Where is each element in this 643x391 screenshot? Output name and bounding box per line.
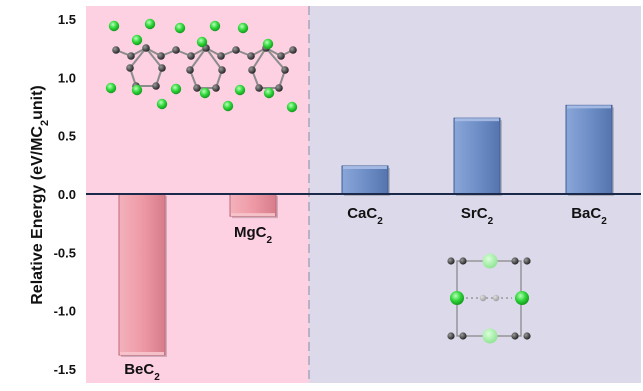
y-tick-label: -0.5 xyxy=(54,245,76,260)
carbon-atom xyxy=(275,84,283,92)
y-axis-ticks: 1.5 1.0 0.5 0.0 -0.5 -1.0 -1.5 xyxy=(54,12,76,377)
carbon-atom xyxy=(459,332,467,340)
carbon-atom xyxy=(112,46,120,54)
carbon-atom xyxy=(186,66,194,74)
y-axis-label: Relative Energy (eV/MC2unit) xyxy=(29,85,51,305)
carbon-atom xyxy=(523,257,531,265)
carbon-atom xyxy=(152,82,160,90)
carbon-atom xyxy=(187,52,195,60)
carbon-atom xyxy=(289,46,297,54)
chlorine-atom xyxy=(199,87,211,99)
carbon-atom xyxy=(218,66,226,74)
carbon-atom xyxy=(193,84,201,92)
carbon-atom xyxy=(447,332,455,340)
carbon-atom xyxy=(157,52,165,60)
y-tick-label: 1.0 xyxy=(58,70,76,85)
bar xyxy=(118,193,167,358)
category-label: SrC2 xyxy=(461,205,494,227)
category-label: BeC2 xyxy=(124,361,160,383)
carbon-atom xyxy=(247,52,255,60)
chlorine-atom xyxy=(105,82,117,94)
carbon-atom xyxy=(277,52,285,60)
category-labels: BeC2 MgC2 CaC2 SrC2 BaC2 xyxy=(124,205,607,383)
chlorine-atom xyxy=(196,36,208,48)
chlorine-atom xyxy=(174,22,186,34)
bar xyxy=(341,165,390,196)
chlorine-atom xyxy=(170,83,182,95)
carbon-atom xyxy=(459,257,467,265)
y-tick-label: 1.5 xyxy=(58,12,76,27)
carbon-atom xyxy=(255,84,263,92)
category-label: MgC2 xyxy=(234,224,273,246)
metal-atom xyxy=(482,253,498,269)
y-tick-label: -1.5 xyxy=(54,362,76,377)
chlorine-atom xyxy=(156,98,168,110)
chlorine-atom xyxy=(108,20,120,32)
carbon-atom xyxy=(232,46,240,54)
y-tick-label: 0.0 xyxy=(58,187,76,202)
carbon-atom xyxy=(523,332,531,340)
chlorine-atom xyxy=(209,20,221,32)
chlorine-atom xyxy=(263,87,275,99)
carbon-atom xyxy=(447,257,455,265)
metal-atom xyxy=(515,291,529,305)
carbon-atom xyxy=(142,44,150,52)
chlorine-atom xyxy=(144,18,156,30)
chlorine-atom xyxy=(262,38,274,50)
bar xyxy=(453,117,502,196)
carbon-atom xyxy=(511,257,519,265)
chlorine-atom xyxy=(286,101,298,113)
chlorine-atom xyxy=(234,84,246,96)
carbon-atom xyxy=(492,294,500,302)
chlorine-atom xyxy=(222,100,234,112)
category-label: BaC2 xyxy=(571,205,607,227)
bars xyxy=(118,104,614,358)
carbon-atom xyxy=(212,84,220,92)
carbon-atom xyxy=(126,64,134,72)
y-tick-label: 0.5 xyxy=(58,129,76,144)
metal-atom xyxy=(450,291,464,305)
chain-structure-illustration xyxy=(105,18,298,113)
chlorine-atom xyxy=(131,84,143,96)
carbon-atom xyxy=(281,66,289,74)
chlorine-atom xyxy=(131,34,143,46)
carbon-atom xyxy=(172,46,180,54)
bar xyxy=(565,104,614,196)
unit-cell-illustration xyxy=(447,253,531,344)
carbon-atom xyxy=(479,294,487,302)
carbon-atom xyxy=(217,52,225,60)
chlorine-atom xyxy=(237,22,249,34)
category-label: CaC2 xyxy=(347,205,383,227)
metal-atom xyxy=(482,328,498,344)
carbon-atom xyxy=(511,332,519,340)
carbon-atom xyxy=(248,66,256,74)
y-tick-label: -1.0 xyxy=(54,304,76,319)
bar xyxy=(229,193,278,219)
carbon-atom xyxy=(158,64,166,72)
carbon-atom xyxy=(127,52,135,60)
